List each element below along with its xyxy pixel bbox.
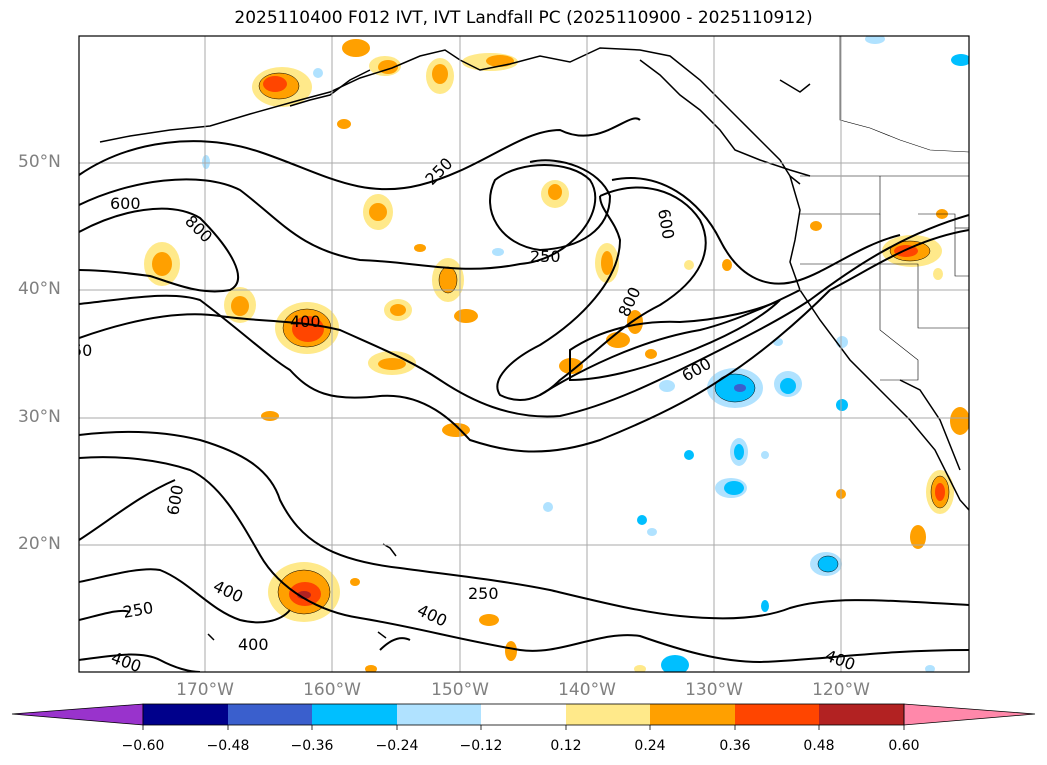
colorbar-tick-label: 0.60: [888, 738, 920, 754]
lat-label: 30°N: [18, 407, 61, 427]
contour-label: 250: [121, 598, 154, 622]
lat-label: 50°N: [18, 152, 61, 172]
contour-label: 600: [110, 194, 141, 213]
shaded-anomalies: [144, 36, 969, 672]
colorbar-tick-label: −0.24: [375, 738, 419, 754]
colorbar-bin: [397, 704, 481, 725]
colorbar-bin: [735, 704, 819, 725]
colorbar-tick-label: 0.48: [803, 738, 835, 754]
lat-label: 20°N: [18, 534, 61, 554]
contour-label: 600: [654, 207, 678, 240]
colorbar-bin: [312, 704, 397, 725]
contour-label: 250: [530, 247, 561, 266]
colorbar-extend-high: [903, 703, 1036, 726]
colorbar-tick-label: 0.36: [719, 738, 751, 754]
lon-label: 160°W: [303, 680, 361, 700]
colorbar-extend-low: [11, 703, 144, 726]
contour-label: 800: [181, 211, 216, 246]
contour-label: 50: [72, 341, 92, 360]
lon-label: 120°W: [812, 680, 870, 700]
contour-labels: 250 600 800 250 400 50 600 800 600 600 2…: [72, 154, 858, 674]
contour-label: 400: [823, 646, 858, 674]
colorbar-tick-label: −0.36: [290, 738, 334, 754]
colorbar-bin: [566, 704, 650, 725]
contour-label: 400: [290, 312, 321, 331]
borders: [800, 36, 969, 381]
colorbar-frame: [142, 703, 905, 726]
contour-label: 400: [414, 600, 450, 630]
colorbar-tick-label: 0.12: [550, 738, 582, 754]
colorbar-bin: [819, 704, 904, 725]
colorbar: [11, 703, 1036, 730]
lon-label: 150°W: [431, 680, 489, 700]
lon-label: 130°W: [685, 680, 743, 700]
map-title: 2025110400 F012 IVT, IVT Landfall PC (20…: [234, 8, 813, 28]
colorbar-bin: [650, 704, 735, 725]
map-content: 250 600 800 250 400 50 600 800 600 600 2…: [72, 36, 969, 674]
colorbar-bin: [228, 704, 312, 725]
colorbar-ticks: [142, 725, 905, 730]
contour-label: 400: [238, 635, 269, 654]
colorbar-tick-label: −0.48: [206, 738, 250, 754]
lat-label: 40°N: [18, 279, 61, 299]
map-frame: [78, 35, 970, 673]
lon-label: 140°W: [558, 680, 616, 700]
ivt-contours: [79, 117, 969, 672]
contour-label: 400: [210, 576, 246, 606]
anomaly-outlines: [258, 72, 950, 615]
contour-label: 250: [468, 584, 499, 603]
colorbar-tick-label: −0.60: [121, 738, 165, 754]
colorbar-tick-label: 0.24: [634, 738, 666, 754]
colorbar-tick-label: −0.12: [459, 738, 503, 754]
lon-label: 170°W: [176, 680, 234, 700]
colorbar-bin: [143, 704, 228, 725]
coastlines: [99, 47, 969, 641]
contour-label: 600: [163, 483, 187, 516]
colorbar-bin: [481, 704, 566, 725]
